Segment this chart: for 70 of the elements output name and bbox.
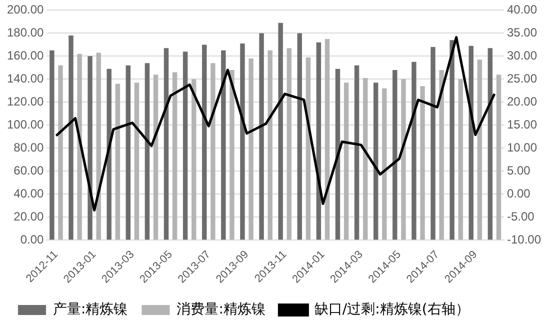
bar xyxy=(115,84,120,240)
bar xyxy=(401,79,406,240)
bar xyxy=(192,79,196,240)
bar xyxy=(77,54,82,240)
bar xyxy=(248,58,254,240)
bar xyxy=(458,79,463,240)
y2-tick-label: -5.00 xyxy=(506,209,535,224)
y-tick-label: 0.00 xyxy=(20,232,44,246)
y2-tick-label: 40.00 xyxy=(506,2,538,17)
bar xyxy=(450,40,454,240)
bar xyxy=(126,65,131,240)
bar xyxy=(58,65,63,240)
y2-tick-label: 35.00 xyxy=(506,26,538,40)
bar xyxy=(134,82,140,240)
y-tick-label: 160.00 xyxy=(7,48,44,62)
y-tick-label: 180.00 xyxy=(7,26,44,40)
bar xyxy=(392,70,398,240)
bar xyxy=(172,72,178,240)
y-tick-label: 20.00 xyxy=(14,209,44,224)
bar xyxy=(382,88,387,240)
bar xyxy=(96,52,101,240)
bar xyxy=(496,74,502,240)
bar xyxy=(324,38,330,240)
bar xyxy=(259,33,264,240)
y2-tick-label: 0.00 xyxy=(506,186,531,200)
bar xyxy=(144,63,150,240)
bar xyxy=(430,46,436,240)
y2-tick-label: 10.00 xyxy=(506,140,538,154)
y2-tick-label: 20.00 xyxy=(506,94,538,108)
y2-tick-label: -10.00 xyxy=(506,232,542,246)
y-tick-label: 60.00 xyxy=(14,163,44,178)
y-tick-label: 140.00 xyxy=(7,71,44,86)
legend-label: 产量:精炼镍 xyxy=(53,302,128,318)
bar xyxy=(268,50,272,240)
legend-label: 消费量:精炼镍 xyxy=(176,302,266,318)
bar xyxy=(210,63,216,240)
bar xyxy=(164,48,169,240)
bar xyxy=(202,44,207,240)
legend-label: 缺口/过剩:精炼镍(右轴） xyxy=(314,302,470,318)
bar xyxy=(488,48,493,240)
y-tick-label: 200.00 xyxy=(7,2,44,17)
bar xyxy=(88,56,92,240)
bar xyxy=(297,33,302,240)
bar xyxy=(230,70,234,240)
bar xyxy=(477,60,482,240)
bar xyxy=(420,86,425,240)
y-tick-label: 40.00 xyxy=(14,186,44,200)
bar xyxy=(182,52,188,240)
bar xyxy=(354,65,360,240)
y2-tick-label: 25.00 xyxy=(506,71,538,86)
y-tick-label: 120.00 xyxy=(7,94,44,108)
bar xyxy=(344,82,349,240)
bar xyxy=(439,70,444,240)
bar xyxy=(68,35,74,240)
bar xyxy=(106,68,112,240)
y-tick-label: 100.00 xyxy=(7,117,44,132)
y2-tick-label: 5.00 xyxy=(506,163,531,178)
bar xyxy=(278,22,283,240)
bar xyxy=(363,78,368,240)
y2-tick-label: 15.00 xyxy=(506,117,538,132)
y2-tick-label: 30.00 xyxy=(506,48,538,62)
y-tick-label: 80.00 xyxy=(14,140,44,154)
bar xyxy=(221,50,226,240)
bar xyxy=(240,44,245,240)
bar xyxy=(50,50,54,240)
bar xyxy=(286,48,292,240)
bar xyxy=(373,82,378,240)
bar xyxy=(335,68,340,240)
bar xyxy=(412,62,416,240)
bar xyxy=(153,74,158,240)
